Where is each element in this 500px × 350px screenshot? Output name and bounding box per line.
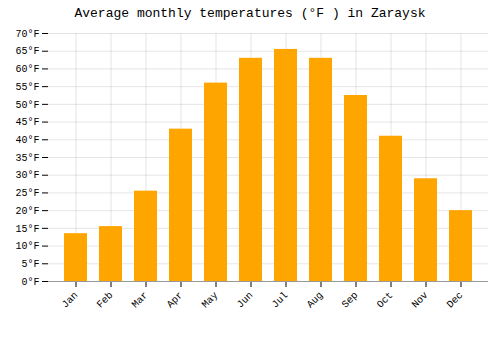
svg-text:50°F: 50°F	[15, 100, 39, 111]
svg-text:65°F: 65°F	[15, 46, 39, 57]
svg-text:0°F: 0°F	[21, 277, 39, 288]
svg-text:Dec: Dec	[445, 290, 466, 311]
svg-text:60°F: 60°F	[15, 64, 39, 75]
svg-text:20°F: 20°F	[15, 206, 39, 217]
svg-text:30°F: 30°F	[15, 170, 39, 181]
svg-text:40°F: 40°F	[15, 135, 39, 146]
svg-text:70°F: 70°F	[15, 29, 39, 40]
svg-text:Mar: Mar	[130, 290, 151, 311]
svg-text:15°F: 15°F	[15, 224, 39, 235]
svg-text:May: May	[200, 290, 221, 311]
svg-text:Feb: Feb	[95, 290, 116, 311]
html-text:Average monthly temperatures (: Average monthly temperatures (°F ) in Za…	[74, 6, 426, 21]
svg-text:Jun: Jun	[235, 290, 256, 311]
svg-text:5°F: 5°F	[21, 259, 39, 270]
svg-text:25°F: 25°F	[15, 188, 39, 199]
svg-text:Jan: Jan	[60, 290, 81, 311]
svg-text:Apr: Apr	[165, 290, 186, 311]
svg-text:10°F: 10°F	[15, 241, 39, 252]
svg-text:Oct: Oct	[375, 290, 396, 311]
svg-text:Aug: Aug	[305, 290, 326, 311]
svg-text:Nov: Nov	[410, 290, 431, 311]
svg-text:55°F: 55°F	[15, 82, 39, 93]
svg-text:35°F: 35°F	[15, 153, 39, 164]
svg-text:Sep: Sep	[340, 290, 361, 311]
svg-text:45°F: 45°F	[15, 117, 39, 128]
svg-text:Jul: Jul	[270, 290, 291, 311]
